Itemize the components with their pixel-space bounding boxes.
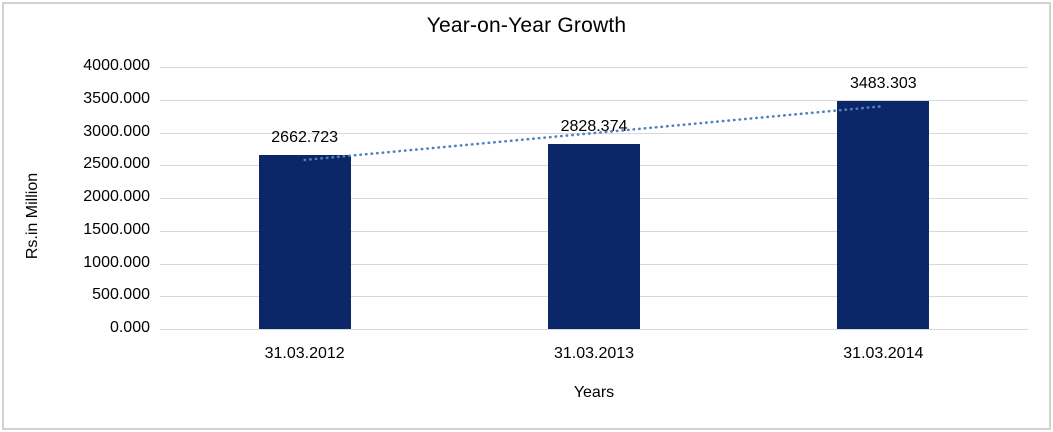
chart-title: Year-on-Year Growth — [426, 14, 627, 37]
y-tick-label: 3000.000 — [83, 122, 150, 140]
trendline — [303, 104, 885, 162]
x-axis-title: Years — [573, 384, 615, 401]
bar-value-label: 2662.723 — [271, 128, 339, 146]
y-tick-label: 1500.000 — [83, 220, 150, 238]
y-tick-label: 4000.000 — [83, 57, 150, 74]
gridline — [160, 67, 1028, 68]
y-tick-label: 0.000 — [109, 319, 150, 336]
gridline — [160, 99, 1028, 101]
y-tick-label: 2500.000 — [83, 155, 150, 173]
bar-31.03.2012 — [258, 154, 351, 329]
bar-31.03.2013 — [548, 143, 640, 329]
bar-31.03.2014 — [837, 100, 930, 329]
plot-area: 2662.723 2828.374 3483.303 — [160, 67, 1028, 330]
x-tick-label: 31.03.2013 — [553, 345, 635, 362]
y-tick-label: 3500.000 — [83, 89, 150, 107]
x-tick-label: 31.03.2014 — [843, 345, 924, 362]
y-tick-label: 2000.000 — [83, 188, 150, 205]
bar-value-label: 3483.303 — [849, 74, 917, 92]
x-tick-label: 31.03.2012 — [264, 345, 345, 362]
gridline — [160, 329, 1028, 330]
y-tick-label: 500.000 — [92, 286, 150, 304]
y-tick-label: 1000.000 — [83, 253, 150, 271]
